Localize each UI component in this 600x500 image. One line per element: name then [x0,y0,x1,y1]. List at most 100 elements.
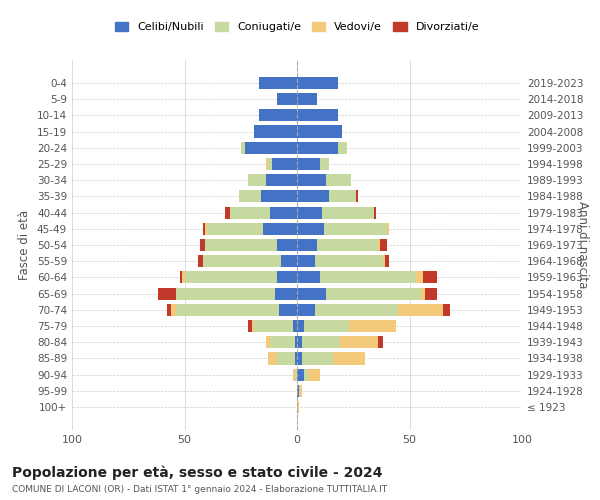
Bar [167,304,171,316]
Bar [171,304,176,316]
Bar [302,336,340,348]
Bar [225,206,229,218]
Bar [239,190,261,202]
Bar [297,255,315,268]
Bar [302,352,333,364]
Bar [207,222,263,235]
Bar [176,288,275,300]
Bar [315,304,398,316]
Bar [297,272,320,283]
Bar [259,77,297,89]
Bar [304,320,349,332]
Y-axis label: Anni di nascita: Anni di nascita [576,202,589,288]
Bar [297,352,302,364]
Bar [326,174,351,186]
Bar [270,336,295,348]
Bar [297,401,299,413]
Bar [277,272,297,283]
Bar [425,288,437,300]
Bar [297,142,337,154]
Bar [293,320,297,332]
Bar [299,385,302,397]
Bar [315,255,383,268]
Bar [297,304,315,316]
Bar [320,272,416,283]
Bar [265,158,268,170]
Y-axis label: Fasce di età: Fasce di età [19,210,31,280]
Bar [270,206,297,218]
Bar [380,239,387,251]
Bar [203,222,205,235]
Text: Popolazione per età, sesso e stato civile - 2024: Popolazione per età, sesso e stato civil… [12,465,383,479]
Bar [340,336,378,348]
Bar [297,336,302,348]
Bar [398,304,443,316]
Bar [252,320,254,332]
Bar [275,288,297,300]
Bar [326,288,421,300]
Bar [297,93,317,105]
Bar [322,206,373,218]
Bar [281,255,297,268]
Bar [297,77,337,89]
Bar [378,239,380,251]
Bar [373,206,376,218]
Bar [268,352,277,364]
Bar [229,206,270,218]
Bar [277,352,295,364]
Bar [248,320,252,332]
Bar [297,126,342,138]
Bar [277,93,297,105]
Bar [416,272,423,283]
Bar [297,368,304,381]
Bar [423,272,437,283]
Bar [176,304,279,316]
Bar [297,190,329,202]
Bar [265,174,297,186]
Bar [297,222,324,235]
Bar [265,336,270,348]
Bar [297,320,304,332]
Bar [180,272,182,283]
Bar [272,158,297,170]
Bar [317,239,378,251]
Bar [293,368,295,381]
Bar [259,109,297,122]
Bar [308,368,320,381]
Bar [295,352,297,364]
Bar [241,142,245,154]
Bar [355,190,358,202]
Bar [297,239,317,251]
Bar [203,255,281,268]
Bar [421,288,425,300]
Bar [200,239,205,251]
Bar [279,304,297,316]
Bar [254,126,297,138]
Bar [205,239,277,251]
Bar [185,272,277,283]
Bar [349,320,396,332]
Bar [443,304,450,316]
Bar [157,288,176,300]
Bar [297,158,320,170]
Bar [263,222,297,235]
Bar [295,336,297,348]
Bar [387,222,389,235]
Bar [261,190,297,202]
Bar [297,288,326,300]
Bar [378,336,383,348]
Text: COMUNE DI LACONI (OR) - Dati ISTAT 1° gennaio 2024 - Elaborazione TUTTITALIA.IT: COMUNE DI LACONI (OR) - Dati ISTAT 1° ge… [12,485,387,494]
Bar [337,142,347,154]
Bar [182,272,185,283]
Bar [383,255,385,268]
Bar [254,320,293,332]
Bar [295,368,297,381]
Bar [304,368,308,381]
Bar [297,109,337,122]
Bar [385,255,389,268]
Bar [198,255,203,268]
Bar [245,142,297,154]
Bar [205,222,207,235]
Bar [320,158,329,170]
Bar [277,239,297,251]
